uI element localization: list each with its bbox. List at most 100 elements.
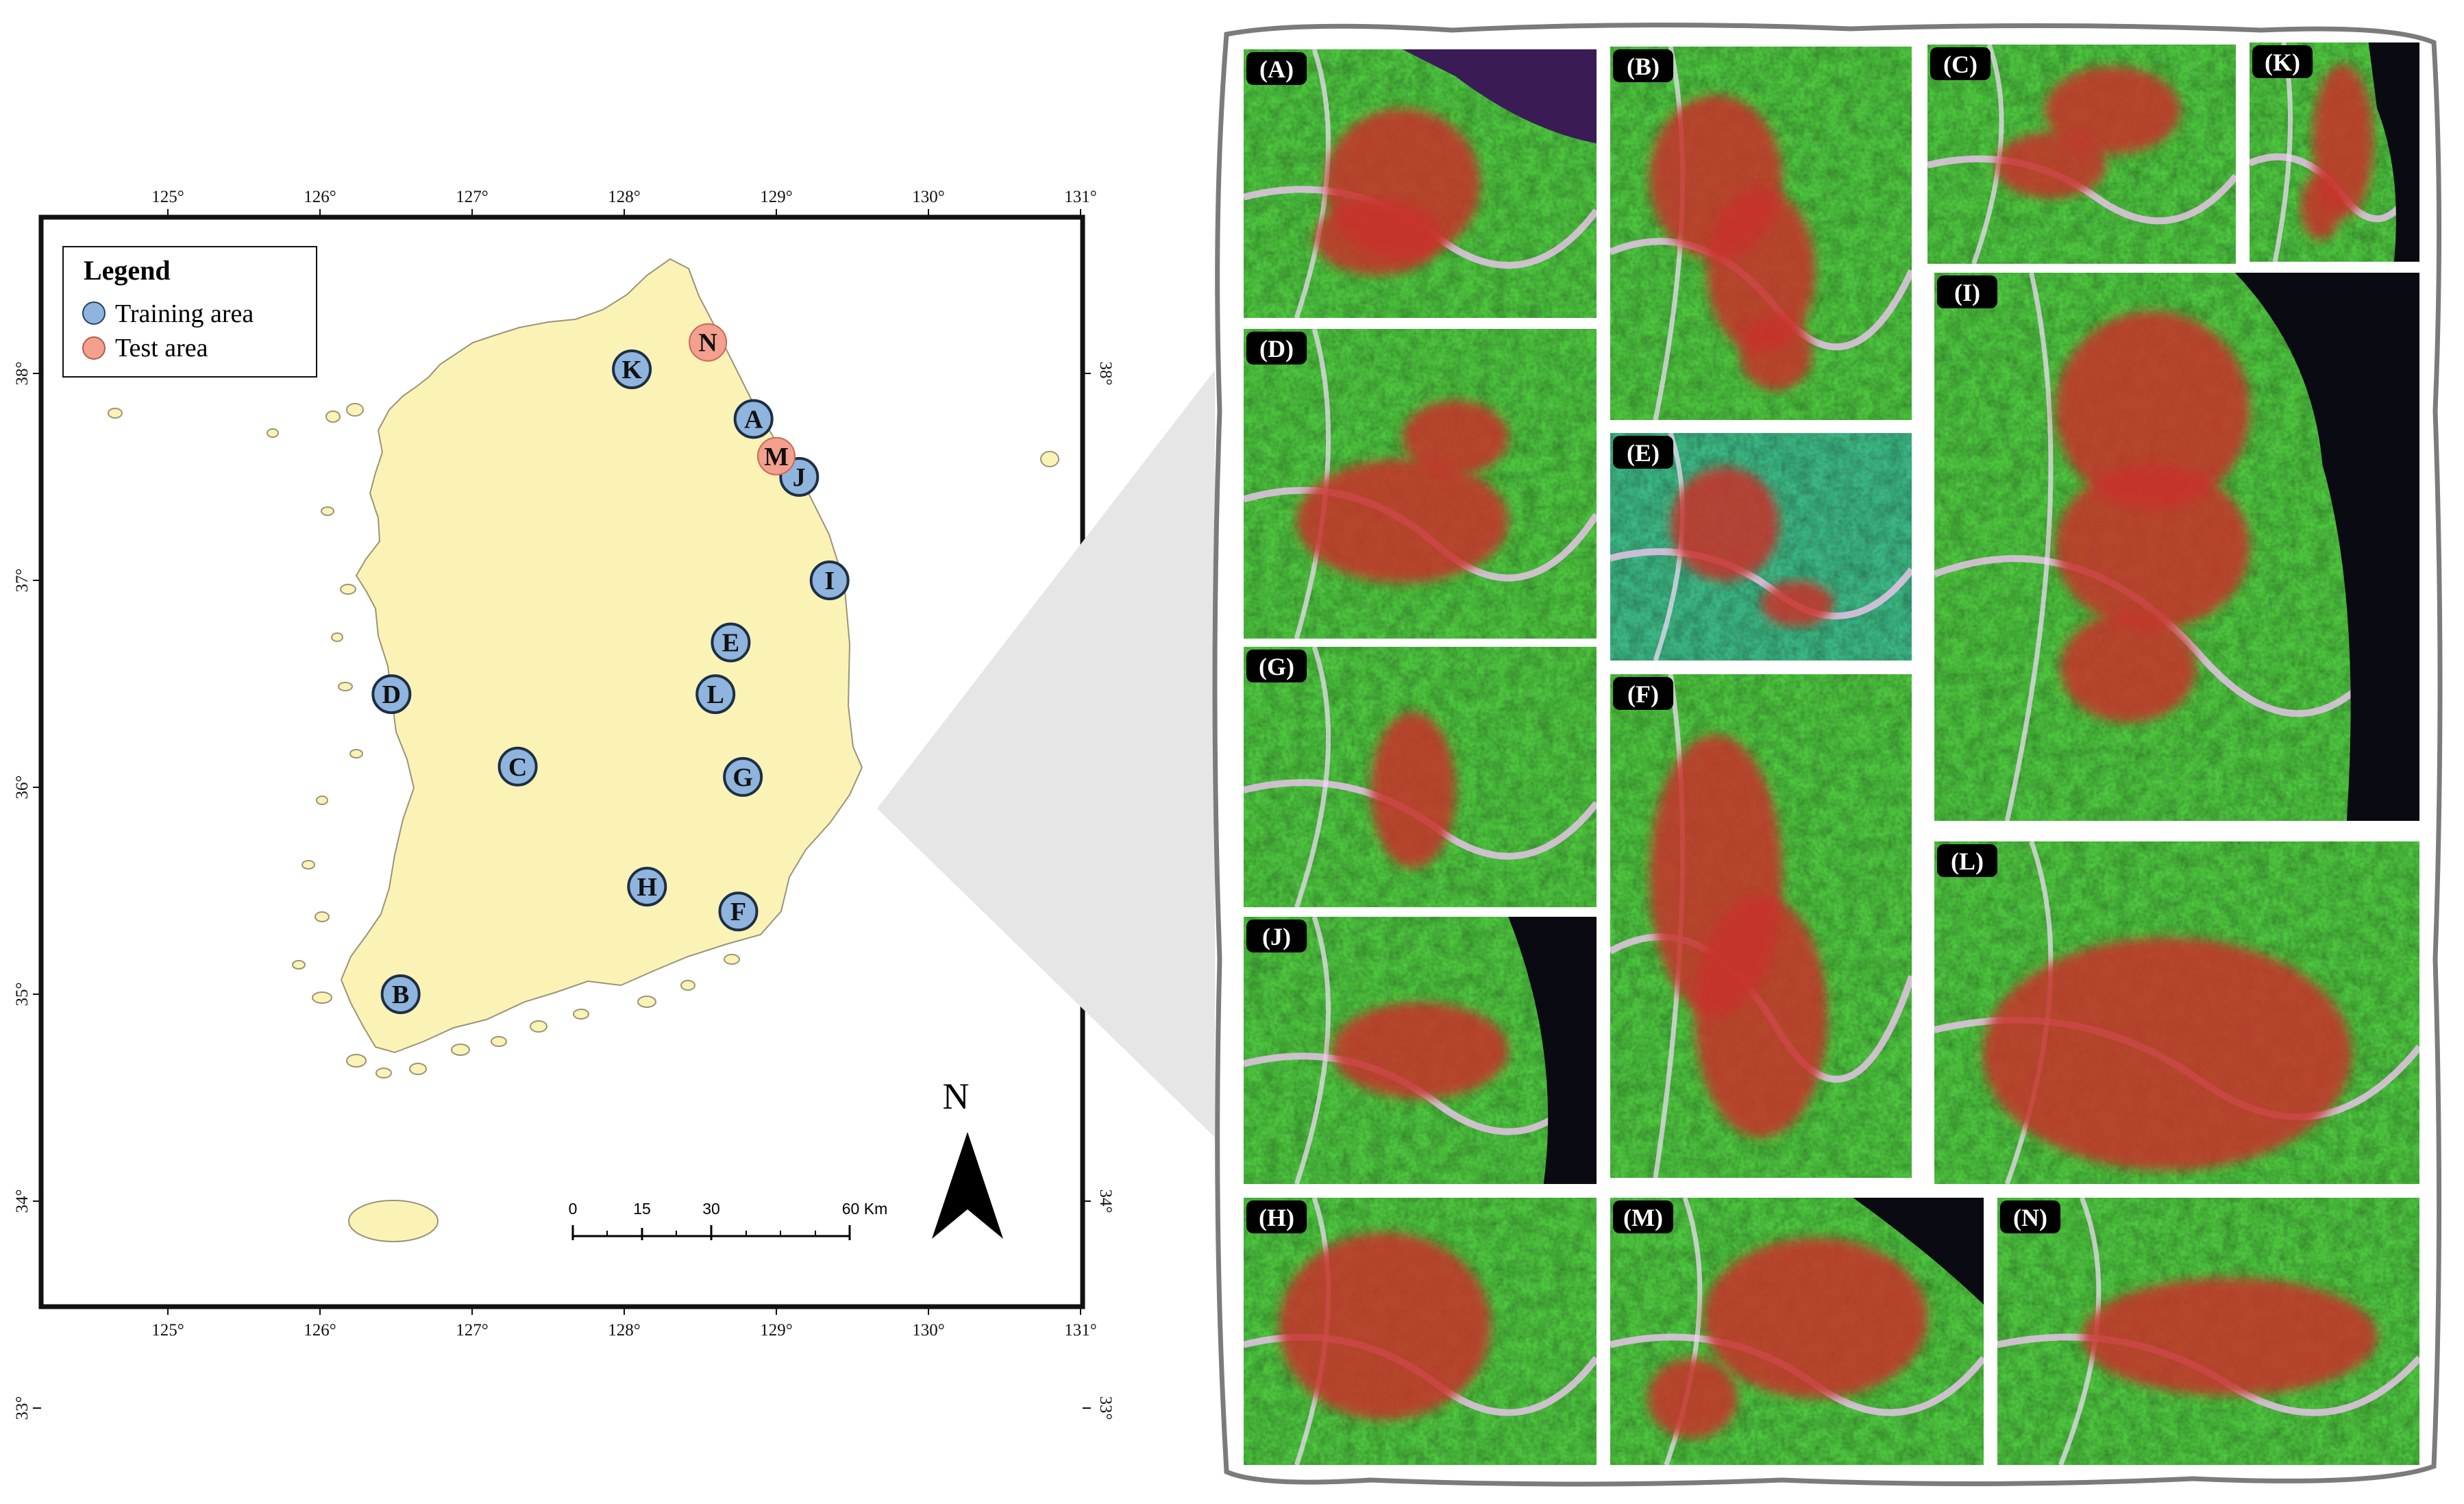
burned-area bbox=[1706, 188, 1816, 353]
tile-label: (H) bbox=[1259, 1204, 1294, 1231]
satellite-tile: (G) bbox=[1244, 647, 1597, 907]
lon-tick-label-top: 129° bbox=[760, 188, 793, 206]
tile-image bbox=[1610, 1198, 1984, 1465]
marker-label: J bbox=[793, 463, 806, 492]
legend-label-training: Training area bbox=[115, 299, 254, 328]
tile-label-bg bbox=[1246, 1200, 1307, 1233]
marker-l: L bbox=[695, 674, 736, 715]
island bbox=[349, 749, 363, 759]
scale-label: 0 bbox=[569, 1200, 578, 1218]
valley bbox=[1294, 647, 1331, 907]
lon-tick-label-bottom: 129° bbox=[760, 1321, 793, 1340]
study-area-markers: A B C D E F G H I J K L M N bbox=[371, 323, 850, 1014]
sea bbox=[1508, 917, 1597, 1184]
lon-tick-label-top: 128° bbox=[608, 188, 641, 206]
sea bbox=[1402, 49, 1597, 144]
burned-area bbox=[2056, 465, 2250, 629]
zoom-connector bbox=[877, 370, 1215, 1137]
satellite-panel: (A) (B) (C) (K) (D) (I) (E) (G) (F) (L) (J) (H) (M) (… bbox=[1212, 22, 2443, 1487]
satellite-tile: (B) bbox=[1610, 47, 1912, 420]
tile-image bbox=[1927, 45, 2236, 264]
marker-m: M bbox=[757, 436, 796, 476]
island bbox=[637, 996, 656, 1008]
marker-label: D bbox=[382, 680, 401, 709]
island bbox=[312, 991, 332, 1004]
tile-label: (I) bbox=[1954, 279, 1980, 306]
island bbox=[331, 632, 343, 642]
tile-label: (F) bbox=[1627, 680, 1659, 708]
lat-tick-label-right: 38° bbox=[1096, 362, 1115, 386]
island bbox=[346, 403, 364, 417]
marker-label: N bbox=[698, 329, 717, 358]
island bbox=[375, 1068, 392, 1078]
tile-image bbox=[1244, 917, 1597, 1184]
marker-i: I bbox=[809, 560, 850, 600]
island bbox=[346, 1054, 367, 1068]
legend-swatch-test bbox=[82, 336, 106, 360]
island bbox=[316, 796, 328, 805]
north-label: N bbox=[943, 1076, 970, 1117]
korea-landmass bbox=[108, 258, 1059, 1242]
burned-area bbox=[2300, 174, 2341, 240]
tile-label: (E) bbox=[1627, 439, 1660, 467]
lon-tick-label-top: 126° bbox=[304, 188, 336, 206]
marker-circle bbox=[380, 974, 421, 1014]
scale-bar: 0 15 30 60 Km bbox=[569, 1200, 887, 1240]
burned-area bbox=[1761, 580, 1834, 627]
marker-a: A bbox=[733, 399, 774, 439]
scale-label: 15 bbox=[633, 1200, 651, 1218]
satellite-tile: (F) bbox=[1610, 674, 1912, 1178]
tile-image bbox=[1244, 1198, 1597, 1465]
north-arrow-icon-right bbox=[968, 1132, 1003, 1239]
marker-n: N bbox=[689, 323, 728, 362]
sea bbox=[2368, 42, 2419, 262]
tile-label: (J) bbox=[1262, 923, 1291, 950]
tile-label-bg bbox=[1246, 332, 1307, 365]
island-ulleung bbox=[1040, 451, 1059, 467]
tile-label: (K) bbox=[2265, 49, 2300, 76]
burned-area bbox=[1703, 1237, 1928, 1398]
marker-circle bbox=[809, 560, 850, 600]
tile-label-bg bbox=[2252, 45, 2313, 78]
tile-label: (D) bbox=[1259, 335, 1294, 362]
lat-tick-label-left: 37° bbox=[13, 569, 32, 593]
tile-label-bg bbox=[1613, 49, 1673, 82]
lat-tick-label-left: 34° bbox=[13, 1189, 32, 1213]
lon-tick-label-top: 125° bbox=[151, 188, 184, 206]
tile-image bbox=[1610, 433, 1912, 661]
burned-area bbox=[2045, 66, 2180, 154]
marker-f: F bbox=[718, 891, 759, 932]
burned-area bbox=[1695, 896, 1827, 1138]
valley bbox=[2004, 273, 2054, 821]
marker-circle bbox=[733, 399, 774, 439]
burned-area bbox=[1671, 467, 1779, 581]
scale-label: 30 bbox=[702, 1200, 720, 1218]
tile-image bbox=[1244, 329, 1597, 639]
lon-tick-label-bottom: 131° bbox=[1064, 1321, 1097, 1340]
lon-tick-label-bottom: 127° bbox=[456, 1321, 489, 1340]
marker-d: D bbox=[371, 674, 412, 715]
burned-area bbox=[1995, 132, 2106, 198]
satellite-tile: (A) bbox=[1244, 49, 1597, 318]
burned-area bbox=[1740, 315, 1812, 391]
sea bbox=[1853, 1198, 1984, 1305]
island bbox=[491, 1036, 507, 1047]
marker-circle bbox=[695, 674, 736, 715]
island bbox=[573, 1009, 589, 1020]
marker-circle bbox=[723, 756, 763, 797]
tile-image bbox=[1244, 49, 1597, 318]
north-arrow-icon bbox=[932, 1132, 968, 1239]
marker-circle bbox=[711, 622, 751, 663]
lat-tick-label-left: 35° bbox=[13, 983, 32, 1007]
lon-tick-label-bottom: 128° bbox=[608, 1321, 641, 1340]
valley bbox=[1927, 155, 2236, 225]
marker-circle bbox=[757, 436, 796, 476]
marker-b: B bbox=[380, 974, 421, 1014]
legend-label-test: Test area bbox=[115, 334, 208, 362]
tile-label: (C) bbox=[1943, 51, 1978, 78]
valley bbox=[1294, 917, 1331, 1184]
marker-label: G bbox=[732, 763, 753, 792]
tile-image bbox=[1244, 647, 1597, 907]
tile-image bbox=[1934, 841, 2419, 1184]
